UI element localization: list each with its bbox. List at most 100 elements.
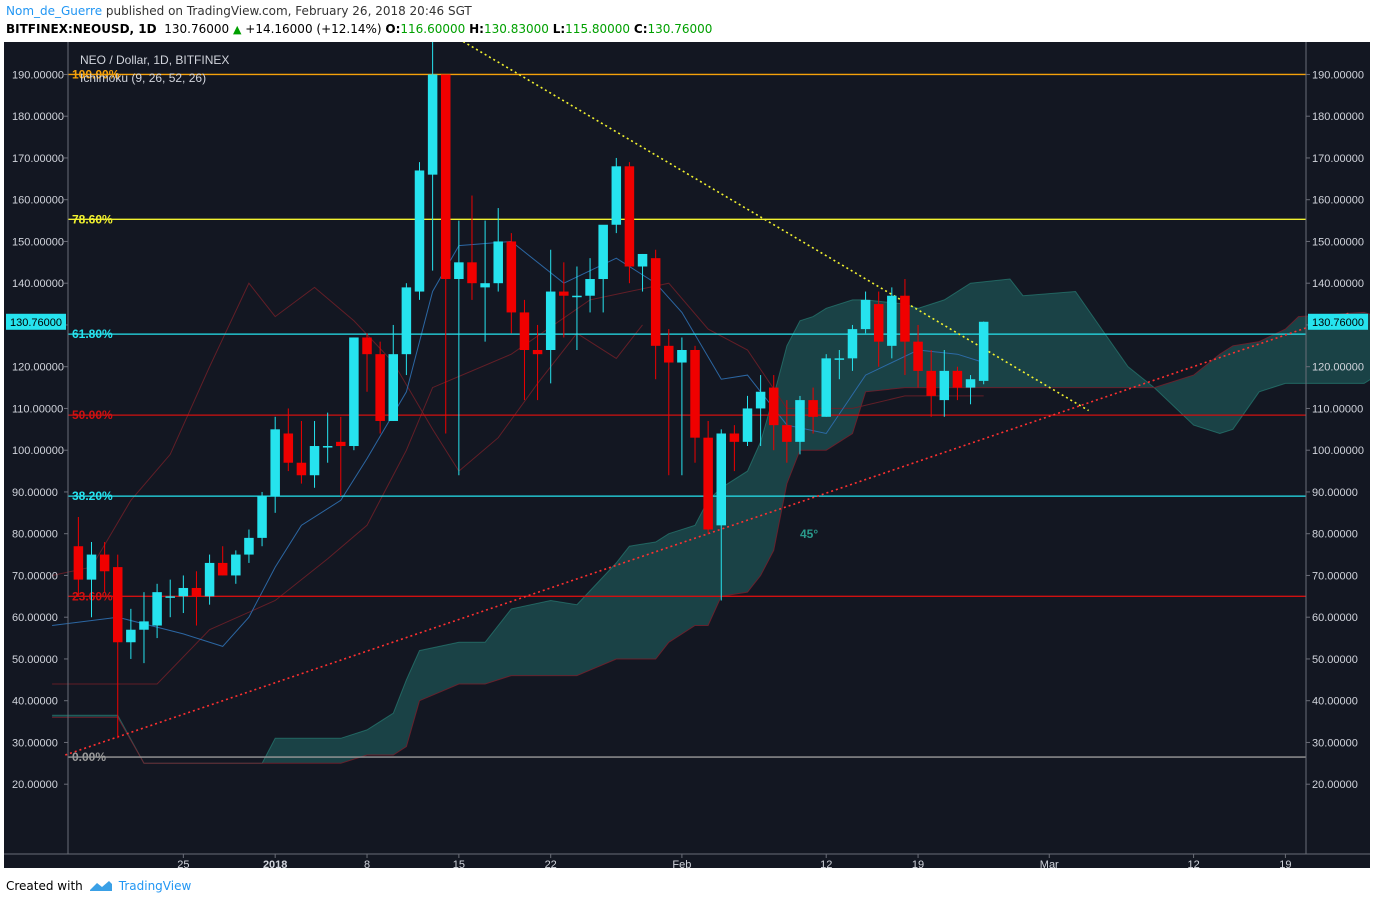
price-label-left: 80.00000 bbox=[12, 529, 58, 541]
time-label: Feb bbox=[672, 859, 691, 868]
candle-2018-01-10 bbox=[388, 324, 399, 421]
candle-2018-01-01 bbox=[270, 416, 280, 513]
candle-2018-02-16 bbox=[873, 291, 884, 367]
close-label: C: bbox=[633, 22, 648, 36]
candle-2017-12-20 bbox=[112, 554, 123, 739]
candle-2017-12-25 bbox=[178, 575, 189, 614]
candle-2017-12-29 bbox=[231, 550, 241, 584]
fib-label-4: 38.20% bbox=[72, 489, 113, 503]
badge-text: 130.76000 bbox=[1312, 317, 1364, 329]
open-value: 116.60000 bbox=[400, 22, 466, 36]
price-chart[interactable]: 100.00% 78.60% 61.80% 50.00% 38.20% 23.60% 0.0… bbox=[4, 42, 1370, 868]
candle-body bbox=[716, 433, 727, 526]
candle-2017-12-27 bbox=[204, 554, 215, 605]
candle-2018-01-06 bbox=[336, 416, 346, 497]
price-label-right: 80.00000 bbox=[1312, 529, 1358, 541]
candle-body bbox=[440, 74, 451, 280]
candle-body bbox=[939, 370, 950, 401]
candle-body bbox=[231, 554, 241, 576]
candle-2018-02-11 bbox=[808, 387, 818, 434]
candle-2018-01-28 bbox=[624, 162, 635, 284]
candle-body bbox=[296, 462, 307, 476]
candle-2018-01-29 bbox=[637, 253, 648, 292]
candle-body bbox=[519, 312, 530, 350]
candle-2018-02-22 bbox=[952, 366, 963, 401]
author-link[interactable]: Nom_de_Guerre bbox=[6, 4, 103, 18]
candle-2018-01-22 bbox=[545, 249, 556, 384]
symbol-label: BITFINEX:NEOUSD, 1D bbox=[6, 22, 157, 36]
time-label: Mar bbox=[1040, 859, 1059, 868]
candle-body bbox=[178, 587, 189, 597]
price-label-right: 100.00000 bbox=[1312, 445, 1364, 457]
time-label: 2018 bbox=[263, 859, 287, 868]
price-label-left: 150.00000 bbox=[12, 236, 64, 248]
trendline-descending bbox=[462, 42, 1090, 412]
candle-2018-01-04 bbox=[309, 420, 320, 488]
candle-body bbox=[624, 166, 635, 267]
candle-2018-01-31 bbox=[664, 329, 674, 476]
candle-body bbox=[532, 350, 543, 355]
candle-2017-12-28 bbox=[217, 546, 228, 576]
candle-body bbox=[506, 241, 517, 313]
candle-body bbox=[887, 295, 897, 346]
candle-body bbox=[650, 258, 661, 346]
candle-2018-02-04 bbox=[716, 429, 727, 601]
candle-2018-02-13 bbox=[834, 350, 845, 380]
fib-label-5: 23.60% bbox=[72, 589, 113, 603]
candle-body bbox=[165, 596, 175, 598]
high-value: 130.83000 bbox=[483, 22, 549, 36]
candle-body bbox=[309, 446, 320, 476]
candle-body bbox=[926, 370, 936, 396]
price-label-right: 40.00000 bbox=[1312, 696, 1358, 708]
candle-2018-01-18 bbox=[493, 208, 503, 292]
price-label-right: 90.00000 bbox=[1312, 487, 1358, 499]
fib-label-1: 78.60% bbox=[72, 212, 113, 226]
candle-2018-01-11 bbox=[401, 283, 412, 376]
candle-2017-12-23 bbox=[152, 583, 162, 639]
fib-label-6: 0.00% bbox=[72, 750, 106, 764]
fib-label-2: 61.80% bbox=[72, 327, 113, 341]
candle-body bbox=[742, 408, 753, 442]
candle-2018-01-27 bbox=[611, 157, 622, 234]
candle-2017-12-30 bbox=[244, 529, 254, 563]
candle-body bbox=[585, 279, 595, 296]
candle-2018-02-20 bbox=[926, 350, 936, 417]
candle-body bbox=[454, 262, 464, 280]
candle-body bbox=[873, 304, 884, 342]
price-label-left: 120.00000 bbox=[12, 362, 64, 374]
candle-2018-01-07 bbox=[349, 337, 359, 451]
time-label: 19 bbox=[1279, 859, 1291, 868]
candle-body bbox=[900, 295, 910, 342]
candle-body bbox=[349, 337, 359, 447]
price-label-right: 50.00000 bbox=[1312, 654, 1358, 666]
candle-body bbox=[677, 350, 687, 363]
candle-body bbox=[860, 299, 871, 330]
candle-body bbox=[480, 283, 490, 288]
chart-frame[interactable]: 100.00% 78.60% 61.80% 50.00% 38.20% 23.60% 0.0… bbox=[4, 42, 1370, 868]
candle-2018-01-15 bbox=[454, 220, 464, 476]
time-label: 22 bbox=[545, 859, 557, 868]
candle-body bbox=[191, 587, 202, 597]
candle-body bbox=[952, 370, 963, 388]
candle-body bbox=[545, 291, 556, 350]
candle-body bbox=[834, 358, 845, 360]
candle-2018-02-02 bbox=[690, 345, 700, 463]
low-value: 115.80000 bbox=[565, 22, 631, 36]
candle-body bbox=[768, 387, 779, 426]
candle-body bbox=[559, 291, 569, 296]
candle-body bbox=[637, 253, 648, 267]
candle-body bbox=[139, 621, 149, 630]
price-label-right: 170.00000 bbox=[1312, 153, 1364, 165]
time-label: 19 bbox=[912, 859, 924, 868]
candle-body bbox=[782, 425, 792, 442]
candle-body bbox=[112, 567, 123, 643]
time-label: 8 bbox=[364, 859, 370, 868]
candle-2018-01-20 bbox=[519, 299, 530, 401]
time-label: 25 bbox=[177, 859, 189, 868]
candle-body bbox=[217, 562, 228, 576]
candle-2018-02-12 bbox=[821, 354, 831, 417]
tradingview-brand-link[interactable]: TradingView bbox=[118, 879, 192, 893]
candle-2018-02-18 bbox=[900, 279, 910, 376]
price-label-left: 190.00000 bbox=[12, 69, 64, 81]
price-label-left: 70.00000 bbox=[12, 570, 58, 582]
